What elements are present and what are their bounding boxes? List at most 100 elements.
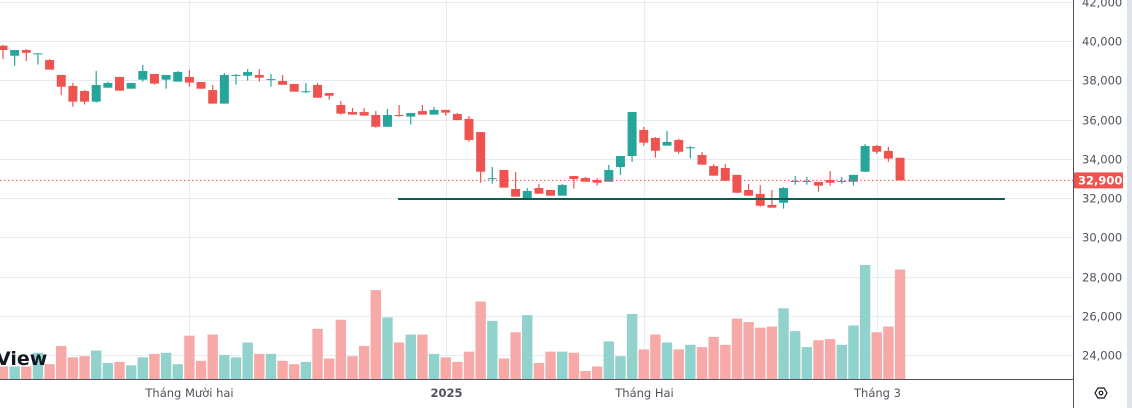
candle[interactable] <box>161 74 171 89</box>
candle[interactable] <box>569 176 579 189</box>
candle-body <box>674 139 684 152</box>
candle[interactable] <box>837 177 847 184</box>
candle-body <box>91 84 101 102</box>
candle[interactable] <box>872 145 882 154</box>
candle[interactable] <box>779 187 789 209</box>
candle[interactable] <box>441 109 451 116</box>
candle[interactable] <box>685 146 695 159</box>
candle[interactable] <box>860 144 870 172</box>
candle[interactable] <box>697 151 707 165</box>
candle[interactable] <box>243 69 253 81</box>
candle[interactable] <box>45 59 55 70</box>
volume-bar <box>184 335 195 379</box>
candle[interactable] <box>487 167 497 184</box>
candle[interactable] <box>103 81 113 88</box>
candle[interactable] <box>546 189 556 196</box>
candle-body <box>301 91 311 93</box>
candle[interactable] <box>91 71 101 103</box>
candle[interactable] <box>581 177 590 182</box>
candle[interactable] <box>126 83 136 89</box>
candle[interactable] <box>825 170 835 186</box>
candle-body <box>336 104 346 114</box>
candle[interactable] <box>499 169 509 188</box>
candle[interactable] <box>56 74 66 95</box>
candle[interactable] <box>417 104 427 115</box>
candle[interactable] <box>883 147 893 162</box>
volume-bar <box>428 353 440 379</box>
candle[interactable] <box>557 183 567 196</box>
volume-bar <box>440 357 451 379</box>
volume-bar <box>56 345 67 379</box>
candle[interactable] <box>0 44 8 60</box>
candle[interactable] <box>720 164 730 181</box>
candle[interactable] <box>371 111 381 128</box>
candle[interactable] <box>219 72 229 104</box>
candle[interactable] <box>732 174 742 193</box>
candle[interactable] <box>115 76 124 91</box>
tradingview-logo[interactable]: View <box>0 348 47 370</box>
candle[interactable] <box>336 101 346 115</box>
candle[interactable] <box>80 90 90 105</box>
candle[interactable] <box>324 93 334 100</box>
candle[interactable] <box>10 50 20 66</box>
candle[interactable] <box>464 115 474 142</box>
candle[interactable] <box>196 82 206 89</box>
candle[interactable] <box>21 49 31 62</box>
candle[interactable] <box>895 157 905 181</box>
candle[interactable] <box>301 83 311 94</box>
candle[interactable] <box>173 71 183 82</box>
candle[interactable] <box>639 126 649 146</box>
candle[interactable] <box>313 83 323 98</box>
time-axis[interactable] <box>0 380 1073 408</box>
candle[interactable] <box>278 74 288 85</box>
scrollbar[interactable] <box>1127 0 1132 408</box>
volume-bar <box>650 334 661 379</box>
candle[interactable] <box>68 83 78 107</box>
candle[interactable] <box>208 84 218 104</box>
candle[interactable] <box>289 83 299 92</box>
candle[interactable] <box>604 164 614 182</box>
candle-body <box>394 115 404 117</box>
time-axis-labels: Tháng Mười hai 2025 Tháng Hai Tháng 3 <box>144 386 901 400</box>
candle[interactable] <box>744 183 754 196</box>
candle[interactable] <box>522 188 532 199</box>
candle[interactable] <box>266 73 276 87</box>
candle[interactable] <box>184 70 194 87</box>
candle[interactable] <box>709 164 719 176</box>
candle[interactable] <box>33 53 43 65</box>
price-tick-label: 38,000 <box>1082 74 1122 88</box>
candle[interactable] <box>452 113 462 121</box>
candle[interactable] <box>254 69 264 82</box>
candle[interactable] <box>138 64 148 82</box>
candle[interactable] <box>662 130 672 146</box>
candle[interactable] <box>382 108 392 127</box>
candle-body <box>569 176 579 179</box>
price-axis[interactable] <box>1073 0 1132 408</box>
candle[interactable] <box>534 183 544 194</box>
candle[interactable] <box>406 113 416 125</box>
candle[interactable] <box>359 107 369 116</box>
candle[interactable] <box>511 171 521 197</box>
candle[interactable] <box>615 156 625 175</box>
candle[interactable] <box>231 73 241 85</box>
candle[interactable] <box>674 138 684 154</box>
candle[interactable] <box>592 178 602 186</box>
candle-body <box>68 85 78 102</box>
candle[interactable] <box>348 107 357 115</box>
volume-bar <box>790 331 801 379</box>
settings-hexagon-icon[interactable] <box>1094 387 1108 399</box>
volume-bar <box>463 351 475 379</box>
candle[interactable] <box>394 104 404 117</box>
candle[interactable] <box>814 181 823 192</box>
candle[interactable] <box>790 176 800 185</box>
candle[interactable] <box>149 73 159 85</box>
candle[interactable] <box>429 106 439 115</box>
candle[interactable] <box>627 112 637 162</box>
candle[interactable] <box>755 185 765 207</box>
candle[interactable] <box>802 177 812 185</box>
candle-body <box>80 91 90 102</box>
time-axis-label: Tháng Hai <box>614 386 674 400</box>
candle[interactable] <box>476 132 486 183</box>
candle[interactable] <box>650 136 660 158</box>
